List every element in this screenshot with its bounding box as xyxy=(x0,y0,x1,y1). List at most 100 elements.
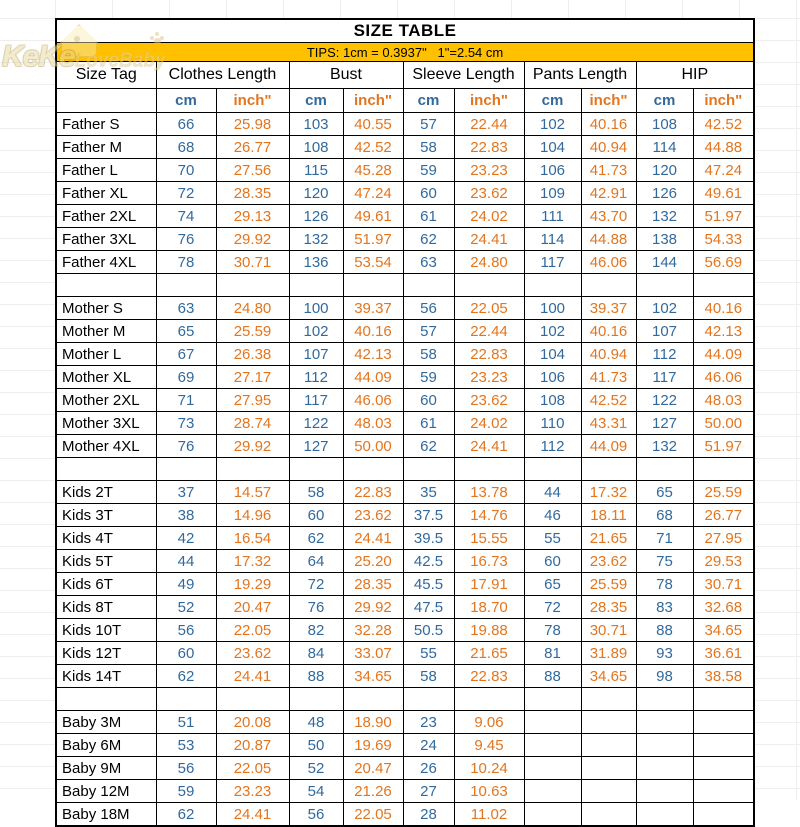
cm-value-cell: 56 xyxy=(155,618,217,642)
inch-value-cell: 46.06 xyxy=(342,388,404,412)
empty-cell xyxy=(580,687,637,711)
cm-value-cell: 58 xyxy=(402,664,455,688)
size-tag-cell: Kids 2T xyxy=(55,480,157,504)
inch-value-cell: 9.06 xyxy=(453,710,525,734)
table-row: Mother 4XL 76 29.92 127 50.00 62 24.41 112 44.09… xyxy=(55,434,755,458)
cm-value-cell: 68 xyxy=(635,503,694,527)
table-row: Father M 68 26.77 108 42.52 58 22.83 104 40.94 11… xyxy=(55,135,755,159)
table-row: Kids 5T 44 17.32 64 25.20 42.5 16.73 60 23.62 75 2… xyxy=(55,549,755,573)
inch-value-cell: 49.61 xyxy=(342,204,404,228)
table-row: Father 2XL 74 29.13 126 49.61 61 24.02 111 43.70… xyxy=(55,204,755,228)
empty-cell xyxy=(288,687,344,711)
cm-value-cell: 111 xyxy=(523,204,582,228)
cm-value-cell: 88 xyxy=(523,664,582,688)
inch-value-cell: 24.02 xyxy=(453,204,525,228)
inch-value-cell: 17.32 xyxy=(580,480,637,504)
inch-value-cell: 18.70 xyxy=(453,595,525,619)
empty-cell xyxy=(580,273,637,297)
cm-value-cell: 70 xyxy=(155,158,217,182)
inch-value-cell: 24.41 xyxy=(215,664,290,688)
cm-value-cell: 112 xyxy=(635,342,694,366)
empty-cell xyxy=(453,687,525,711)
cm-value-cell: 117 xyxy=(635,365,694,389)
cm-value-cell: 61 xyxy=(402,411,455,435)
table-row: Mother 3XL 73 28.74 122 48.03 61 24.02 110 43.31… xyxy=(55,411,755,435)
empty-cell xyxy=(635,273,694,297)
cm-value-cell: 62 xyxy=(288,526,344,550)
inch-value-cell: 29.92 xyxy=(215,434,290,458)
cm-value-cell: 47.5 xyxy=(402,595,455,619)
inch-value-cell xyxy=(580,756,637,780)
cm-value-cell xyxy=(635,756,694,780)
empty-cell xyxy=(692,273,755,297)
cm-value-cell: 62 xyxy=(402,227,455,251)
cm-value-cell xyxy=(635,733,694,757)
inch-value-cell: 22.05 xyxy=(215,618,290,642)
inch-value-cell: 40.94 xyxy=(580,135,637,159)
inch-value-cell: 51.97 xyxy=(342,227,404,251)
section-spacer-row xyxy=(55,457,755,481)
cm-value-cell: 106 xyxy=(523,158,582,182)
empty-cell xyxy=(402,273,455,297)
cm-value-cell: 42 xyxy=(155,526,217,550)
cm-value-cell xyxy=(635,802,694,827)
inch-value-cell: 21.26 xyxy=(342,779,404,803)
cm-value-cell xyxy=(635,779,694,803)
cm-value-cell: 49 xyxy=(155,572,217,596)
inch-value-cell: 30.71 xyxy=(692,572,755,596)
section-spacer-row xyxy=(55,273,755,297)
cm-value-cell: 57 xyxy=(402,319,455,343)
inch-value-cell: 19.88 xyxy=(453,618,525,642)
cm-value-cell: 65 xyxy=(635,480,694,504)
inch-value-cell: 25.59 xyxy=(215,319,290,343)
inch-value-cell: 16.54 xyxy=(215,526,290,550)
size-tag-cell: Father M xyxy=(55,135,157,159)
size-tag-cell: Mother 4XL xyxy=(55,434,157,458)
cm-value-cell: 58 xyxy=(402,342,455,366)
empty-cell xyxy=(453,457,525,481)
cm-value-cell: 78 xyxy=(155,250,217,274)
inch-value-cell: 24.41 xyxy=(215,802,290,827)
table-row: Father 3XL 76 29.92 132 51.97 62 24.41 114 44.88… xyxy=(55,227,755,251)
cm-value-cell: 59 xyxy=(402,158,455,182)
cm-value-cell: 76 xyxy=(155,227,217,251)
inch-value-cell: 28.35 xyxy=(580,595,637,619)
inch-value-cell: 30.71 xyxy=(215,250,290,274)
inch-value-cell: 26.77 xyxy=(692,503,755,527)
cm-value-cell: 62 xyxy=(155,802,217,827)
empty-cell xyxy=(635,687,694,711)
inch-value-cell xyxy=(580,802,637,827)
inch-value-cell: 20.47 xyxy=(342,756,404,780)
size-tag-cell: Mother 3XL xyxy=(55,411,157,435)
inch-value-cell: 39.37 xyxy=(580,296,637,320)
table-row: Kids 4T 42 16.54 62 24.41 39.5 15.55 55 21.65 71 2… xyxy=(55,526,755,550)
cm-value-cell: 84 xyxy=(288,641,344,665)
cm-value-cell: 127 xyxy=(635,411,694,435)
inch-value-cell: 24.41 xyxy=(342,526,404,550)
inch-value-cell: 40.16 xyxy=(692,296,755,320)
table-row: Baby 12M 59 23.23 54 21.26 27 10.63 xyxy=(55,779,755,803)
empty-cell xyxy=(55,273,157,297)
size-tag-cell: Baby 6M xyxy=(55,733,157,757)
size-tag-cell: Kids 4T xyxy=(55,526,157,550)
inch-value-cell xyxy=(580,779,637,803)
table-row: Kids 3T 38 14.96 60 23.62 37.5 14.76 46 18.11 68 2… xyxy=(55,503,755,527)
inch-value-cell: 14.57 xyxy=(215,480,290,504)
inch-value-cell: 23.62 xyxy=(453,181,525,205)
inch-value-cell: 47.24 xyxy=(342,181,404,205)
empty-cell xyxy=(342,457,404,481)
inch-value-cell: 38.58 xyxy=(692,664,755,688)
cm-value-cell: 78 xyxy=(523,618,582,642)
empty-cell xyxy=(692,687,755,711)
cm-value-cell: 48 xyxy=(288,710,344,734)
size-table: SIZE TABLE TIPS: 1cm = 0.3937" 1"=2.54 c… xyxy=(55,18,756,827)
inch-value-cell: 40.55 xyxy=(342,112,404,136)
table-row: Kids 6T 49 19.29 72 28.35 45.5 17.91 65 25.59 78 3… xyxy=(55,572,755,596)
inch-value-cell: 22.05 xyxy=(342,802,404,827)
empty-cell xyxy=(155,457,217,481)
cm-value-cell: 110 xyxy=(523,411,582,435)
empty-cell xyxy=(288,273,344,297)
empty-cell xyxy=(215,273,290,297)
unit-header-empty xyxy=(55,88,157,113)
cm-value-cell: 39.5 xyxy=(402,526,455,550)
